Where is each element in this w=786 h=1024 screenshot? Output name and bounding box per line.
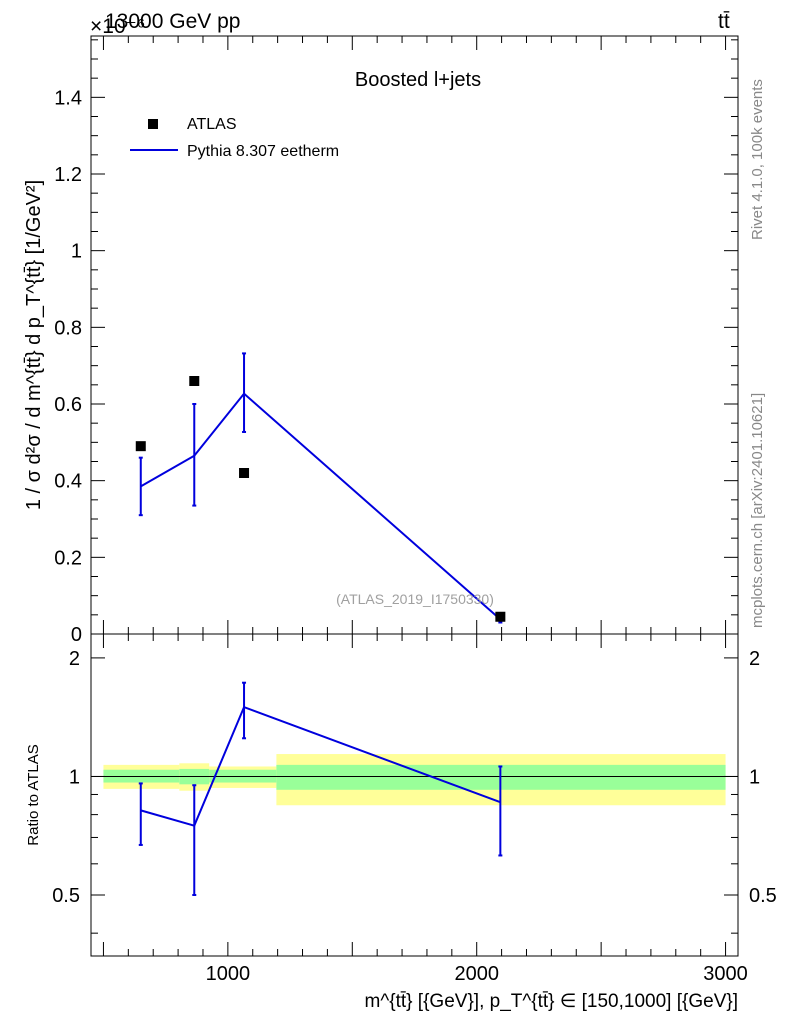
- data-point: [239, 468, 250, 478]
- ratio-y-tick-label: 0.5: [52, 885, 80, 907]
- x-tick-label: 2000: [454, 963, 499, 985]
- y-tick-label: 0.8: [54, 317, 82, 339]
- ratio-y-tick-label-right: 0.5: [749, 885, 777, 907]
- ratio-frame: [90, 633, 739, 957]
- y-exponent: ×10⁻⁶: [90, 15, 145, 38]
- data-point: [135, 441, 146, 452]
- mc-line: [140, 392, 502, 621]
- y-axis-title: 1 / σ d²σ / d m^{tt̄} d p_T^{tt̄} [1/GeV…: [23, 180, 45, 510]
- ratio-y-tick-label: 1: [69, 766, 80, 788]
- x-axis-title: m^{tt̄} [{GeV}], p_T^{tt̄} ∈ [150,1000] …: [365, 991, 738, 1012]
- y-tick-label: 1.2: [54, 164, 82, 186]
- x-tick-label: 1000: [206, 963, 251, 985]
- x-tick-label: 3000: [703, 963, 748, 985]
- y-tick-label: 0.6: [54, 394, 82, 416]
- header-right: tt̄: [718, 10, 730, 33]
- y-tick-label: 1.4: [54, 87, 82, 109]
- chart-title: Boosted l+jets: [355, 69, 481, 91]
- data-point: [189, 376, 200, 386]
- y-tick-label: 0.4: [54, 471, 82, 493]
- legend-label-mc: Pythia 8.307 eetherm: [187, 143, 339, 160]
- side-label-top: Rivet 4.1.0, 100k events: [749, 79, 766, 240]
- ratio-y-tick-label: 2: [69, 648, 80, 670]
- ratio-y-tick-label-right: 1: [749, 766, 760, 788]
- ratio-y-tick-label-right: 2: [749, 648, 760, 670]
- data-point: [495, 611, 506, 622]
- analysis-tag: (ATLAS_2019_I1750330): [336, 591, 494, 607]
- ratio-y-axis-title: Ratio to ATLAS: [25, 744, 42, 845]
- y-tick-label: 0: [71, 624, 82, 646]
- side-label-bottom: mcplots.cern.ch [arXiv:2401.10621]: [749, 393, 766, 628]
- ratio-mc-line: [140, 705, 501, 827]
- y-tick-label: 1: [71, 241, 82, 263]
- legend-label-data: ATLAS: [187, 116, 237, 133]
- y-tick-label: 0.2: [54, 547, 82, 569]
- legend-marker-data: [148, 119, 158, 129]
- header-left: 13000 GeV pp: [105, 10, 240, 33]
